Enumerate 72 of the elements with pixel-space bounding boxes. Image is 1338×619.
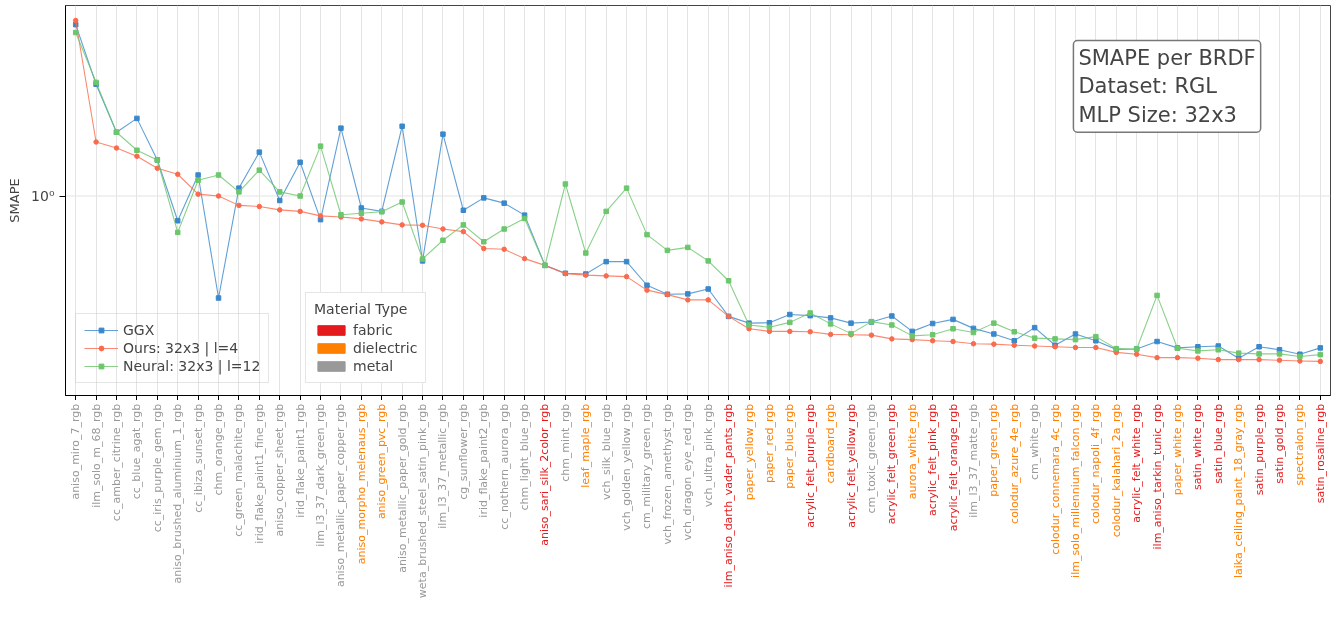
x-tick-label: vch_frozen_amethyst_rgb: [660, 403, 674, 545]
x-tick-label: weta_brushed_steel_satin_pink_rgb: [416, 403, 430, 599]
x-tick-label: vch_ultra_pink_rgb: [701, 403, 715, 508]
x-tick-label: chm_light_blue_rgb: [518, 403, 532, 511]
x-tick-label: paper_green_rgb: [987, 403, 1001, 497]
x-tick-label: cc_nothern_aurora_rgb: [497, 403, 511, 530]
x-tick-label: irid_flake_paint1_rgb: [293, 403, 307, 518]
text: SMAPE per BRDF Dataset: RGL MLP Size: 32x3: [1078, 45, 1256, 128]
x-tick-label: colodur_connemara_4c_rgb: [1048, 403, 1062, 555]
x-tick-label: vch_golden_yellow_rgb: [620, 403, 634, 531]
legend-label: GGX: [123, 322, 155, 338]
x-tick-label: cc_blue_agat_rgb: [130, 403, 144, 500]
x-tick-label: chm_mint_rgb: [558, 403, 572, 482]
x-tick-label: acrylic_felt_pink_rgb: [926, 403, 940, 516]
x-tick-label: aniso_metallic_paper_gold_rgb: [395, 403, 409, 573]
x-tick-label: cc_green_malachite_rgb: [232, 403, 246, 537]
x-tick-label: acrylic_felt_white_rgb: [1130, 403, 1144, 523]
x-tick-label: aniso_copper_sheet_rgb: [273, 403, 287, 537]
legend-label: metal: [353, 358, 394, 374]
legend-label: dielectric: [353, 340, 418, 356]
x-tick-label: chm_orange_rgb: [212, 403, 226, 496]
x-tick-label: paper_white_rgb: [1170, 403, 1184, 496]
x-tick-label: satin_gold_rgb: [1272, 403, 1286, 484]
x-tick-label: ilm_l3_37_dark_green_rgb: [314, 403, 328, 547]
x-tick-label: cc_ibiza_sunset_rgb: [191, 403, 205, 513]
x-tick-label: cc_amber_citrine_rgb: [110, 403, 124, 522]
x-tick-label: leaf_maple_rgb: [579, 403, 593, 488]
x-tick-label: cm_toxic_green_rgb: [864, 403, 878, 514]
x-tick-label: acrylic_felt_yellow_rgb: [844, 403, 858, 528]
legend-label: Neural: 32x3 | l=12: [123, 358, 261, 374]
legend-label: Ours: 32x3 | l=4: [123, 340, 239, 356]
x-tick-label: ilm_l3_37_metallic_rgb: [436, 403, 450, 529]
x-tick-label: cc_iris_purple_gem_rgb: [150, 403, 164, 533]
x-tick-label: laika_ceiling_paint_18_gray_rgb: [1232, 403, 1246, 579]
x-tick-label: aniso_sari_silk_2color_rgb: [538, 403, 552, 546]
x-tick-label: colodur_kalahari_2a_rgb: [1109, 403, 1123, 538]
x-tick-label: irid_flake_paint1_fine_rgb: [252, 403, 266, 544]
legend-title: Material Type: [314, 301, 409, 317]
legend-label: fabric: [353, 322, 393, 338]
x-tick-label: aniso_metallic_paper_copper_rgb: [334, 403, 348, 588]
x-tick-label: aniso_miro_7_rgb: [69, 403, 83, 500]
x-tick-label: cm_military_green_rgb: [640, 403, 654, 530]
x-tick-label: satin_rosaline_rgb: [1313, 403, 1327, 504]
y-axis-title: SMAPE: [7, 178, 23, 223]
x-tick-label: colodur_napoli_4f_rgb: [1089, 403, 1103, 525]
x-tick-label: acrylic_felt_purple_rgb: [803, 403, 817, 528]
x-tick-label: spectralon_rgb: [1293, 403, 1307, 486]
x-tick-label: ilm_solo_millennium_falcon_rgb: [1068, 403, 1082, 578]
x-tick-label: aniso_morpho_melenaus_rgb: [354, 403, 368, 565]
x-tick-label: cg_sunflower_rgb: [456, 403, 470, 500]
x-tick-label: acrylic_felt_green_rgb: [885, 403, 899, 525]
x-tick-label: ilm_aniso_darth_vader_pants_rgb: [722, 403, 736, 588]
x-tick-label: vch_silk_blue_rgb: [599, 403, 613, 501]
x-tick-label: paper_yellow_rgb: [742, 403, 756, 501]
x-tick-label: colodur_azure_4e_rgb: [1007, 403, 1021, 524]
x-tick-label: acrylic_felt_orange_rgb: [946, 403, 960, 532]
x-tick-label: ilm_l3_37_matte_rgb: [966, 403, 980, 518]
x-tick-label: paper_blue_rgb: [783, 403, 797, 489]
x-tick-label: paper_red_rgb: [762, 403, 776, 484]
x-tick-label: ilm_aniso_tarkin_tunic_rgb: [1150, 403, 1164, 550]
x-tick-label: aurora_white_rgb: [905, 403, 919, 500]
x-tick-label: vch_dragon_eye_red_rgb: [681, 403, 695, 541]
x-tick-label: irid_flake_paint2_rgb: [477, 403, 491, 518]
x-tick-label: cardboard_rgb: [824, 403, 838, 484]
ref-line-label: 10⁰: [31, 188, 55, 204]
x-tick-label: aniso_green_pvc_rgb: [375, 403, 389, 520]
x-tick-label: satin_blue_rgb: [1211, 403, 1225, 484]
x-tick-label: ilm_solo_m_68_rgb: [89, 403, 103, 508]
x-tick-label: satin_white_rgb: [1191, 403, 1205, 490]
x-tick-label: cm_white_rgb: [1028, 403, 1042, 480]
x-tick-label: aniso_brushed_aluminium_1_rgb: [171, 403, 185, 584]
x-tick-label: satin_purple_rgb: [1252, 403, 1266, 496]
